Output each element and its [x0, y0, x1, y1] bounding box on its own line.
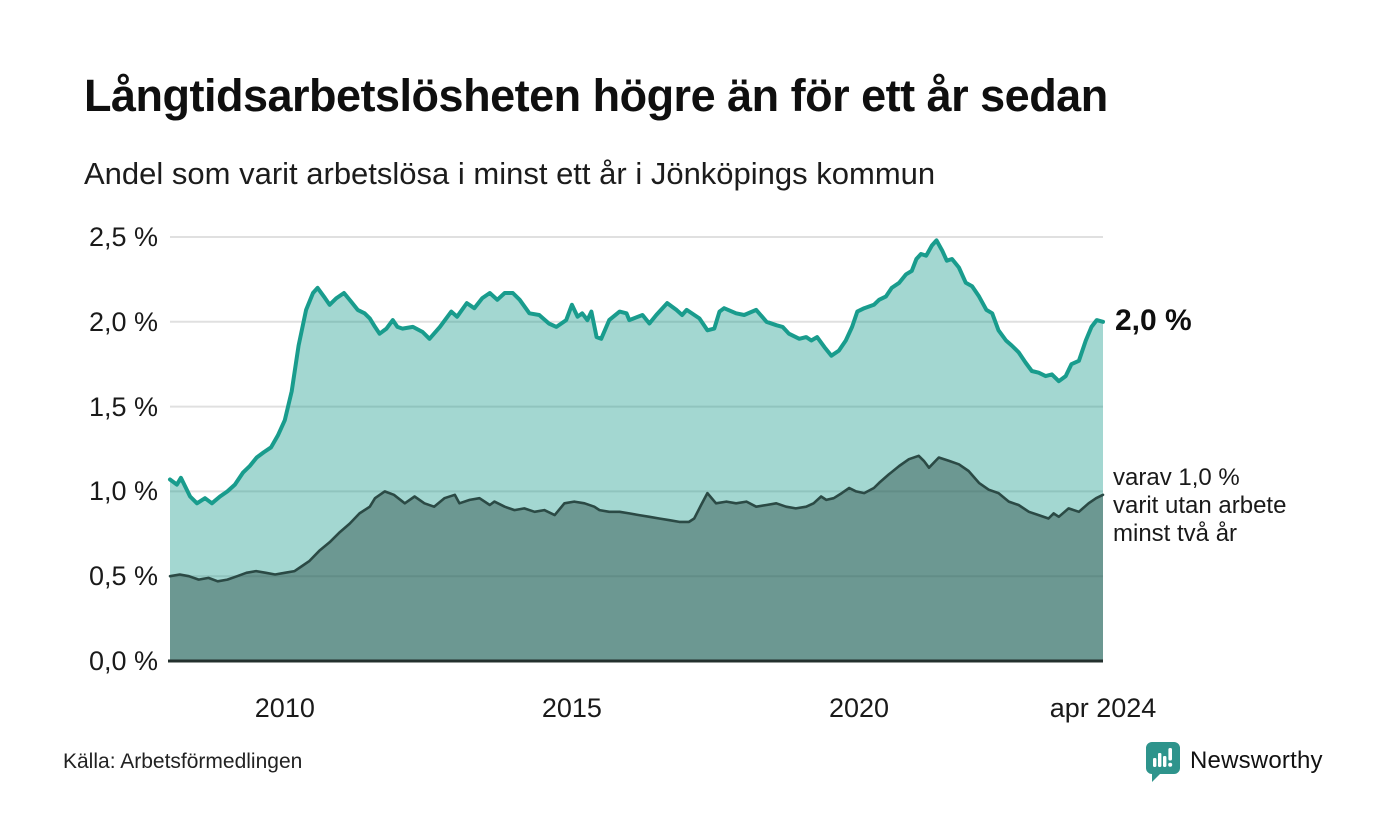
- area-series-1: [170, 240, 1103, 661]
- y-tick-label: 0,0 %: [88, 646, 158, 676]
- latest-value-label: 2,0 %: [1115, 303, 1192, 337]
- chart-subtitle: Andel som varit arbetslösa i minst ett å…: [84, 156, 936, 191]
- x-tick-label: 2020: [828, 693, 890, 723]
- y-tick-label: 0,5 %: [88, 561, 158, 592]
- y-tick-label: 1,0 %: [88, 476, 158, 507]
- x-tick-label: apr 2024: [1049, 693, 1157, 723]
- newsworthy-logo: Newsworthy: [1146, 742, 1323, 782]
- x-tick-label: 2015: [541, 693, 602, 723]
- x-tick-label: 2010: [254, 693, 315, 723]
- area-series-2: [170, 455, 1103, 661]
- newsworthy-wordmark: Newsworthy: [1190, 747, 1323, 774]
- secondary-annotation-line: varit utan arbete: [1113, 492, 1287, 520]
- secondary-annotation-line: minst två år: [1113, 520, 1238, 548]
- newsworthy-icon: [1146, 742, 1180, 782]
- y-tick-label: 2,5 %: [88, 222, 158, 252]
- source-note: Källa: Arbetsförmedlingen: [63, 750, 303, 773]
- secondary-series-annotation: varav 1,0 % varit utan arbete minst två …: [1113, 464, 1286, 548]
- y-tick-label: 2,0 %: [88, 306, 158, 337]
- y-tick-label: 1,5 %: [88, 391, 158, 422]
- chart-title: Långtidsarbetslösheten högre än för ett …: [84, 70, 1108, 121]
- line-series-1: [168, 238, 1105, 506]
- line-series-2: [168, 454, 1105, 583]
- secondary-annotation-line: varav 1,0 %: [1113, 464, 1240, 492]
